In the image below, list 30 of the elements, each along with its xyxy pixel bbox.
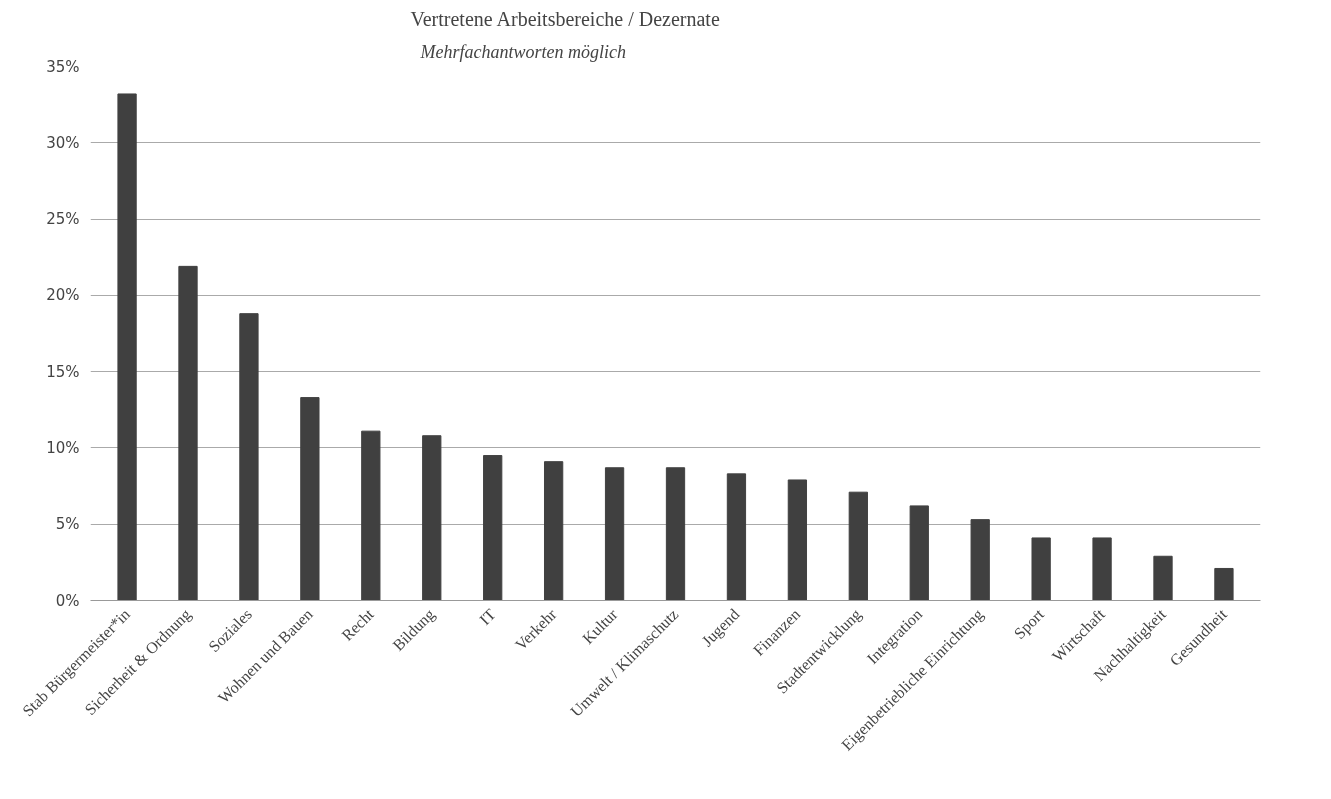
bar <box>361 430 381 601</box>
chart-title: Vertretene Arbeitsbereiche / Dezernate <box>410 7 720 30</box>
chart-subtitle: Mehrfachantworten möglich <box>419 41 626 62</box>
bar <box>422 435 442 601</box>
bar <box>1092 537 1112 601</box>
y-tick-label: 10% <box>46 438 80 457</box>
bar <box>726 473 747 601</box>
y-tick-label: 30% <box>46 133 80 152</box>
bar <box>848 491 868 601</box>
bar <box>1031 537 1051 601</box>
y-tick-label: 20% <box>46 286 80 305</box>
bar <box>1214 567 1234 601</box>
bar <box>665 467 686 601</box>
x-tick-label: IT <box>476 605 499 629</box>
bar <box>543 461 564 601</box>
bar <box>178 265 198 601</box>
y-tick-label: 15% <box>46 362 80 381</box>
y-tick-label: 25% <box>46 210 80 229</box>
bar <box>604 467 625 601</box>
y-tick-label: 35% <box>46 57 80 76</box>
bar <box>787 479 808 601</box>
bar <box>117 93 137 601</box>
bar <box>909 505 929 601</box>
bar <box>483 455 503 601</box>
y-tick-label: 5% <box>55 515 80 534</box>
bar <box>300 397 320 601</box>
bar <box>1153 555 1173 601</box>
y-tick-label: 0% <box>55 591 80 610</box>
bar <box>970 519 990 601</box>
bar <box>239 313 259 601</box>
